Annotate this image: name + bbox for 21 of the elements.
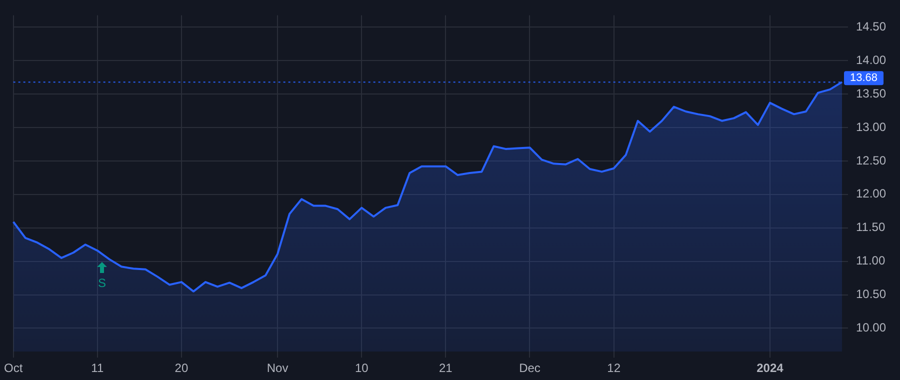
- x-tick-label: 20: [174, 361, 188, 376]
- ref-line-label: 13.68: [850, 72, 878, 84]
- y-tick-label: 12.00: [856, 186, 886, 201]
- x-tick-label: Dec: [519, 361, 540, 376]
- y-tick-label: 11.50: [856, 220, 886, 234]
- x-tick-label: 2024: [756, 361, 784, 376]
- y-tick-label: 13.00: [856, 120, 886, 134]
- x-tick-label: 21: [439, 361, 453, 376]
- x-tick-label: Nov: [266, 361, 288, 376]
- y-tick-label: 13.50: [856, 86, 886, 100]
- y-tick-label: 14.50: [856, 20, 886, 34]
- x-tick-label: 10: [354, 361, 369, 376]
- y-tick-label: 10.50: [856, 287, 886, 302]
- y-tick-label: 11.00: [856, 254, 886, 268]
- y-tick-label: 12.50: [856, 153, 886, 168]
- x-tick-label: Oct: [4, 361, 24, 376]
- y-tick-label: 14.00: [856, 52, 886, 67]
- x-tick-label: 12: [607, 361, 621, 376]
- x-tick-label: 11: [91, 361, 104, 376]
- annotation: S: [96, 276, 107, 290]
- y-tick-label: 10.00: [856, 320, 886, 335]
